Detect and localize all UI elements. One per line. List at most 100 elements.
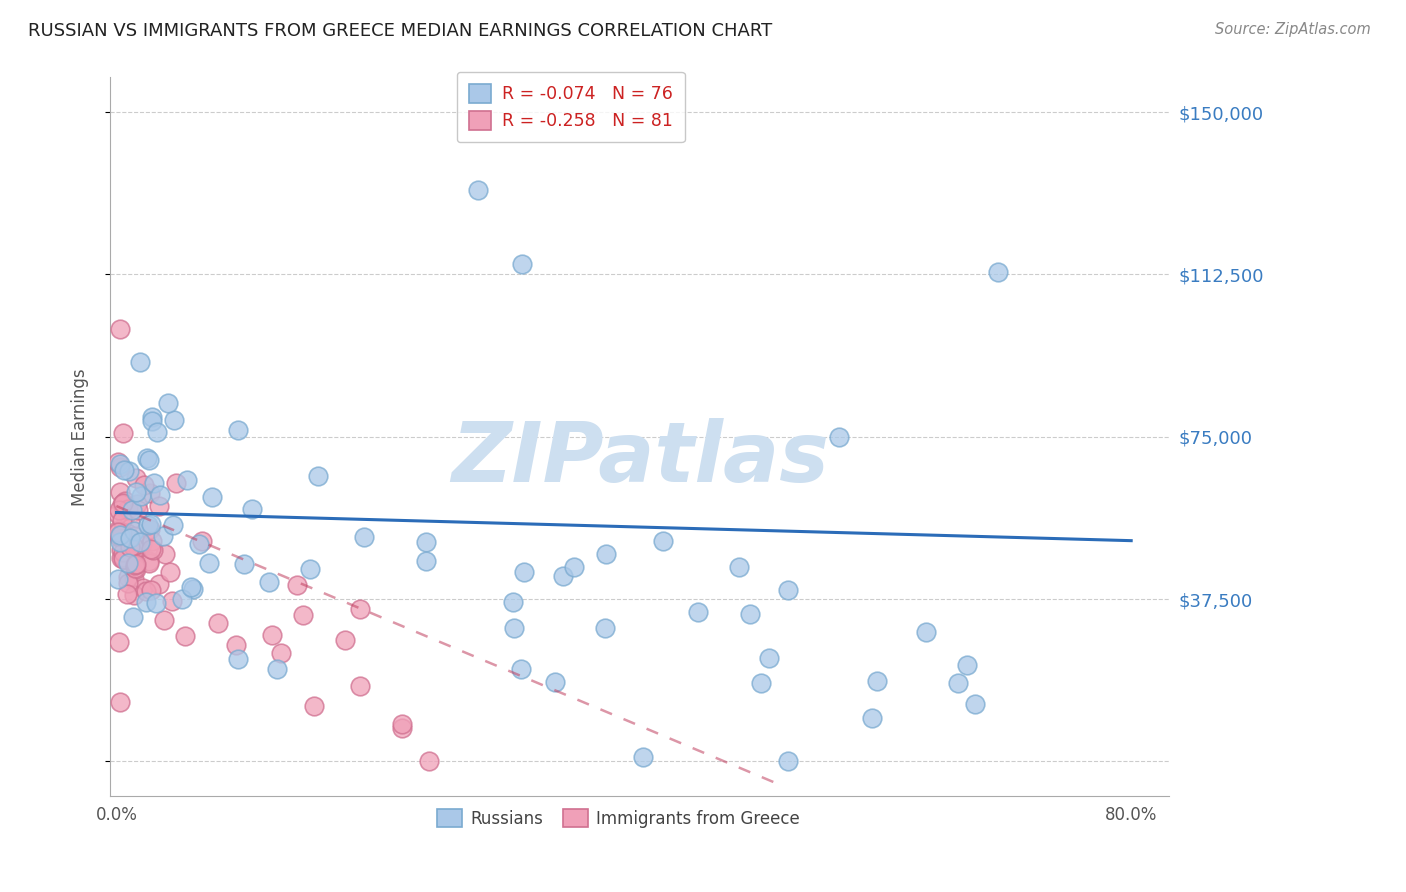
Point (127, 544, 149, 558)
Point (180, 580, 202, 594)
Point (141, 534, 163, 549)
Point (513, 565, 536, 579)
Point (176, 473, 198, 487)
Point (509, 662, 531, 676)
Point (948, 676, 970, 690)
Point (148, 499, 170, 513)
Point (112, 552, 135, 566)
Point (110, 485, 132, 500)
Point (139, 583, 162, 598)
Point (159, 565, 181, 579)
Point (728, 559, 751, 574)
Point (111, 526, 134, 541)
Point (129, 537, 152, 551)
Point (165, 476, 187, 491)
Point (107, 572, 129, 586)
Point (160, 594, 183, 608)
Point (153, 613, 176, 627)
Point (108, 503, 131, 517)
Point (114, 544, 136, 558)
Point (688, 606, 710, 620)
Point (121, 503, 143, 517)
Point (135, 595, 157, 609)
Point (117, 576, 139, 591)
Point (111, 426, 134, 441)
Point (915, 625, 938, 640)
Point (291, 607, 314, 622)
Point (749, 676, 772, 690)
Point (963, 697, 986, 711)
Point (121, 610, 143, 624)
Point (128, 535, 150, 549)
Point (122, 588, 145, 602)
Point (302, 699, 325, 714)
Text: ZIPatlas: ZIPatlas (451, 417, 828, 499)
Point (139, 542, 162, 557)
Point (108, 458, 131, 472)
Point (162, 518, 184, 533)
Point (593, 621, 616, 635)
Point (225, 638, 247, 652)
Point (562, 560, 585, 574)
Point (157, 395, 180, 409)
Point (148, 488, 170, 502)
Point (758, 650, 780, 665)
Point (107, 530, 129, 544)
Point (129, 489, 152, 503)
Point (152, 529, 174, 543)
Point (148, 577, 170, 591)
Point (122, 529, 145, 543)
Point (138, 554, 160, 568)
Point (257, 574, 280, 589)
Y-axis label: Median Earnings: Median Earnings (72, 368, 89, 506)
Point (266, 662, 288, 676)
Point (120, 541, 142, 555)
Point (114, 503, 136, 517)
Point (415, 535, 437, 549)
Point (110, 542, 132, 557)
Point (141, 409, 163, 424)
Point (124, 558, 146, 572)
Point (503, 620, 526, 634)
Point (631, 750, 654, 764)
Point (108, 528, 131, 542)
Point (174, 629, 197, 643)
Point (136, 450, 159, 465)
Point (115, 525, 138, 540)
Point (228, 651, 250, 665)
Point (118, 531, 141, 545)
Point (110, 321, 132, 335)
Point (170, 591, 193, 606)
Point (143, 476, 166, 491)
Point (117, 464, 139, 478)
Point (122, 546, 145, 560)
Point (145, 596, 167, 610)
Point (118, 515, 141, 529)
Point (138, 453, 160, 467)
Point (163, 413, 186, 427)
Point (828, 430, 851, 444)
Point (122, 539, 145, 553)
Point (107, 525, 129, 540)
Point (124, 485, 146, 500)
Point (190, 534, 212, 549)
Point (131, 536, 153, 550)
Point (333, 633, 356, 648)
Point (207, 615, 229, 630)
Point (125, 558, 148, 572)
Point (544, 675, 567, 690)
Point (108, 460, 131, 475)
Point (115, 587, 138, 601)
Point (122, 524, 145, 538)
Point (139, 523, 162, 537)
Point (111, 550, 134, 565)
Point (117, 502, 139, 516)
Point (391, 716, 413, 731)
Point (233, 557, 256, 571)
Point (129, 355, 152, 369)
Point (260, 628, 283, 642)
Point (270, 646, 292, 660)
Point (181, 582, 204, 597)
Point (107, 529, 129, 543)
Text: Source: ZipAtlas.com: Source: ZipAtlas.com (1215, 22, 1371, 37)
